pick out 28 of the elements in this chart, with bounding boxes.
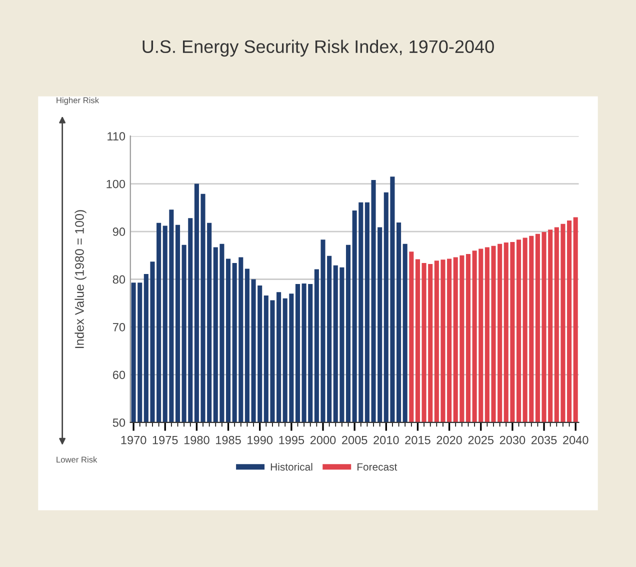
x-tick-label: 2030 bbox=[500, 436, 526, 444]
x-tick-label: 1975 bbox=[152, 436, 178, 444]
legend-label: Forecast bbox=[358, 463, 398, 471]
x-tick-label: 2040 bbox=[563, 436, 588, 444]
x-tick-label: 2015 bbox=[405, 436, 430, 444]
y-tick-label: 90 bbox=[112, 228, 126, 236]
chart-title: U.S. Energy Security Risk Index, 1970-2040 bbox=[142, 40, 494, 57]
x-tick-label: 2020 bbox=[436, 436, 462, 444]
x-tick-label: 2025 bbox=[468, 436, 494, 444]
y-tick-label: 50 bbox=[112, 418, 126, 427]
y-axis-title: Index Value (1980 = 100) bbox=[74, 210, 86, 348]
x-tick-label: 1990 bbox=[248, 436, 273, 444]
text: Lower Risk bbox=[56, 456, 98, 463]
x-tick-label: 2005 bbox=[342, 436, 368, 444]
y-tick-label: 80 bbox=[112, 275, 126, 284]
text: Higher Risk bbox=[56, 97, 100, 105]
legend-label: Historical bbox=[270, 462, 312, 471]
x-tick-label: 2000 bbox=[310, 436, 336, 444]
y-tick-label: 70 bbox=[112, 323, 126, 332]
x-tick-label: 1995 bbox=[279, 436, 304, 444]
y-tick-label: 100 bbox=[106, 180, 126, 188]
x-tick-label: 2035 bbox=[531, 436, 557, 444]
y-tick-label: 110 bbox=[108, 132, 126, 140]
x-tick-label: 1980 bbox=[184, 436, 210, 444]
x-tick-label: 1985 bbox=[216, 436, 241, 444]
y-tick-label: 60 bbox=[112, 370, 126, 380]
x-tick-label: 2010 bbox=[374, 436, 399, 444]
x-tick-label: 1970 bbox=[121, 436, 146, 444]
